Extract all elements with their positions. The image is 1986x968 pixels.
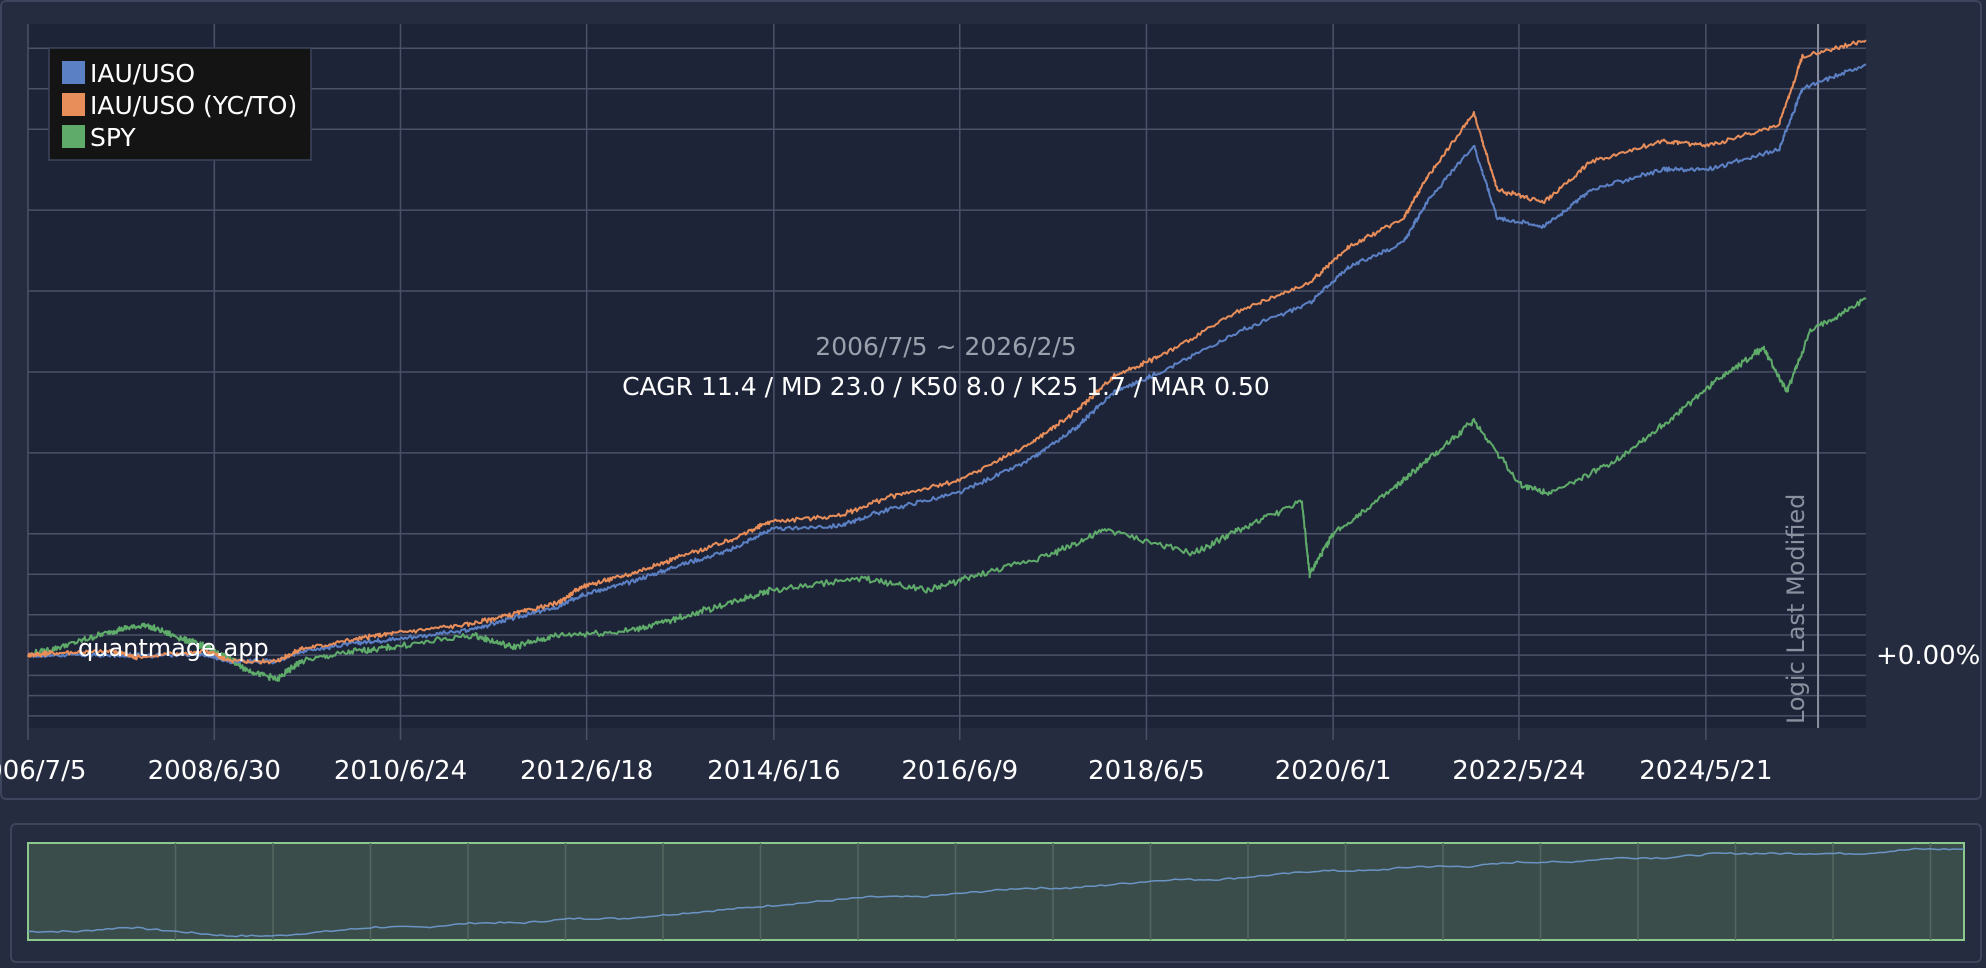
x-tick-label: 2024/5/21 [1639, 756, 1772, 786]
x-tick-label: 2008/6/30 [148, 756, 281, 786]
x-tick-label: 2012/6/18 [520, 756, 653, 786]
legend-label-iau-uso-yc-to[interactable]: IAU/USO (YC/TO) [90, 91, 297, 120]
navigator-line [27, 847, 1965, 938]
y-tick-label: +0.00% [1876, 641, 1980, 671]
x-tick-label: 2014/6/16 [707, 756, 840, 786]
logic-last-modified-marker: Logic Last Modified [1782, 24, 1820, 728]
marker-label: Logic Last Modified [1782, 494, 1810, 724]
legend-swatch-spy[interactable] [62, 125, 85, 148]
date-range-text: 2006/7/5 ~ 2026/2/5 [815, 332, 1076, 361]
plot-background [28, 24, 1866, 728]
legend: IAU/USO IAU/USO (YC/TO) SPY [48, 47, 312, 161]
x-tick-label: 2016/6/9 [901, 756, 1018, 786]
legend-swatch-iau-uso-yc-to[interactable] [62, 93, 85, 116]
watermark-text: quantmage.app [78, 634, 269, 662]
x-axis-ticks: 2006/7/5 2008/6/30 2010/6/24 2012/6/18 2014/… [0, 756, 1773, 786]
x-tick-label: 2006/7/5 [0, 756, 86, 786]
legend-swatch-iau-uso[interactable] [62, 61, 85, 84]
series-line [27, 297, 1867, 682]
legend-label-spy[interactable]: SPY [90, 123, 136, 152]
legend-label-iau-uso[interactable]: IAU/USO [90, 59, 195, 88]
x-tick-label: 2010/6/24 [334, 756, 467, 786]
legend-box [48, 47, 312, 161]
series-lines [27, 39, 1867, 682]
gridlines [27, 24, 1866, 740]
x-tick-label: 2022/5/24 [1452, 756, 1585, 786]
x-tick-label: 2020/6/1 [1275, 756, 1392, 786]
metrics-text: CAGR 11.4 / MD 23.0 / K50 8.0 / K25 1.7 … [622, 372, 1270, 401]
navigator[interactable] [27, 842, 1965, 941]
series-line [27, 39, 1867, 665]
navigator-selection[interactable] [27, 842, 1965, 941]
x-tick-label: 2018/6/5 [1088, 756, 1205, 786]
